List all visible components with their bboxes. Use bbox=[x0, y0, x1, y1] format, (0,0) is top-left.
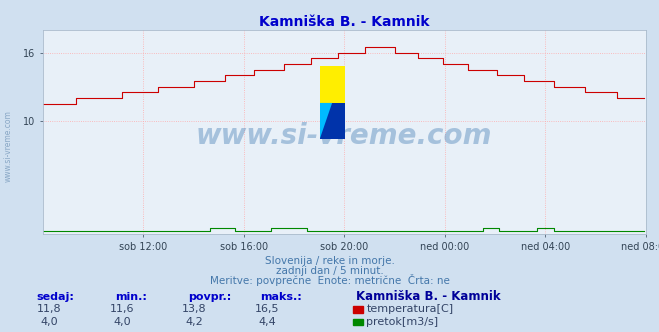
Text: povpr.:: povpr.: bbox=[188, 292, 231, 302]
Text: min.:: min.: bbox=[115, 292, 147, 302]
Text: 4,0: 4,0 bbox=[41, 317, 58, 327]
Text: 4,2: 4,2 bbox=[186, 317, 203, 327]
Text: sedaj:: sedaj: bbox=[36, 292, 74, 302]
Text: zadnji dan / 5 minut.: zadnji dan / 5 minut. bbox=[275, 266, 384, 276]
Text: Meritve: povprečne  Enote: metrične  Črta: ne: Meritve: povprečne Enote: metrične Črta:… bbox=[210, 274, 449, 286]
Text: 11,8: 11,8 bbox=[37, 304, 62, 314]
Text: 16,5: 16,5 bbox=[254, 304, 279, 314]
Text: maks.:: maks.: bbox=[260, 292, 302, 302]
Text: pretok[m3/s]: pretok[m3/s] bbox=[366, 317, 438, 327]
Text: 4,0: 4,0 bbox=[113, 317, 130, 327]
Polygon shape bbox=[320, 103, 345, 139]
Text: www.si-vreme.com: www.si-vreme.com bbox=[3, 110, 13, 182]
Polygon shape bbox=[320, 103, 332, 139]
Text: temperatura[C]: temperatura[C] bbox=[366, 304, 453, 314]
Text: 13,8: 13,8 bbox=[182, 304, 207, 314]
Polygon shape bbox=[320, 66, 345, 103]
Text: 4,4: 4,4 bbox=[258, 317, 275, 327]
Title: Kamniška B. - Kamnik: Kamniška B. - Kamnik bbox=[259, 15, 430, 29]
Text: www.si-vreme.com: www.si-vreme.com bbox=[196, 122, 492, 150]
Text: Kamniška B. - Kamnik: Kamniška B. - Kamnik bbox=[356, 290, 500, 303]
Text: Slovenija / reke in morje.: Slovenija / reke in morje. bbox=[264, 256, 395, 266]
Text: 11,6: 11,6 bbox=[109, 304, 134, 314]
